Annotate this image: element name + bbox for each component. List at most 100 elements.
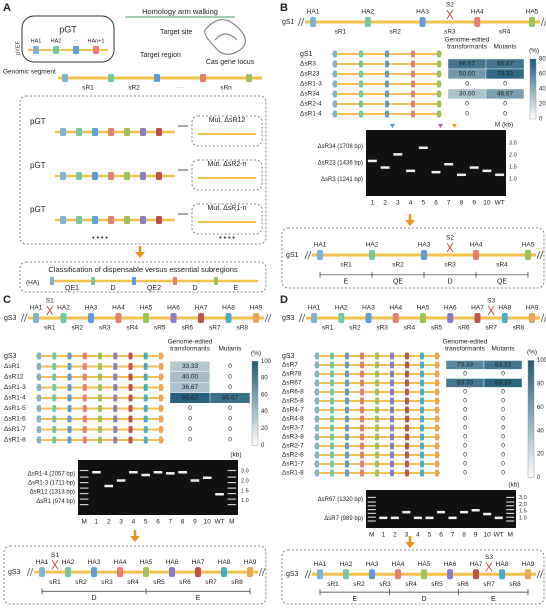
arm-box: [143, 384, 148, 391]
arm-box: [315, 352, 319, 360]
arm-box: [113, 405, 118, 412]
band: [141, 473, 150, 477]
arm-box: [360, 451, 364, 459]
arm-box: [333, 100, 337, 108]
arm-box: [317, 569, 323, 580]
arm-box: [315, 388, 319, 396]
arm-box: [315, 442, 319, 450]
site-label: S2: [446, 235, 454, 242]
lane-label: 7: [451, 532, 455, 539]
arm-box: [140, 216, 146, 224]
class-label: QE2: [147, 285, 161, 292]
arm-box: [140, 128, 146, 136]
arm-box: [82, 436, 87, 444]
arm-box: [385, 90, 389, 98]
ellipsis: • • • •: [219, 235, 235, 242]
band-label: ΔsR1-3 (1711 bp): [28, 480, 75, 486]
cell-value: 0: [228, 416, 232, 423]
band: [367, 159, 377, 163]
arm-box: [82, 405, 87, 412]
mutant-label: Mut. ΔsR2-n: [208, 161, 247, 168]
arm-box: [124, 216, 130, 224]
gel: [366, 490, 516, 528]
break-mark: [258, 567, 266, 577]
arm-box: [143, 567, 149, 578]
arm-box: [437, 110, 441, 118]
arm-box: [333, 60, 337, 68]
arm-box: [159, 352, 163, 360]
ladder-band: [367, 505, 376, 507]
break-mark: [536, 250, 544, 260]
arm-box: [411, 100, 415, 108]
arm-box: [170, 313, 177, 323]
lane-label: M: [229, 519, 234, 526]
region-label: sR8: [231, 579, 243, 586]
arm-box: [52, 394, 57, 402]
cell-value: 0: [228, 437, 232, 444]
row-label: ΔsR4-7: [282, 407, 304, 414]
arm-box: [195, 567, 201, 578]
arm-box: [108, 128, 114, 136]
promoter: pYEF: [15, 40, 21, 54]
cell-value: 0: [188, 405, 192, 412]
band: [418, 146, 428, 149]
arm-box: [128, 405, 133, 412]
arm-box: [198, 313, 204, 323]
lane-label: M: [81, 519, 86, 526]
arm-label: HA5: [526, 9, 539, 16]
arm-box: [437, 100, 441, 108]
dashed-box: [281, 549, 545, 605]
arm-box: [37, 405, 41, 412]
arm-box: [311, 313, 317, 323]
arm-label: HA4: [112, 305, 125, 312]
region-label: sR5: [153, 579, 165, 586]
row-label: ΔsR1-8: [282, 470, 304, 477]
arm-label: HA9: [522, 561, 535, 568]
arm-box: [359, 80, 363, 88]
lane-label: 4: [416, 532, 420, 539]
class-label: E: [196, 595, 201, 602]
ladder-band: [79, 476, 89, 478]
arm-box: [82, 373, 87, 381]
arm-label: HA9: [244, 559, 257, 566]
cell-value: 93.33: [495, 380, 512, 387]
ladder-band: [367, 509, 376, 511]
cell-value: 0: [501, 371, 505, 378]
cell-value: 0: [228, 405, 232, 412]
region-label: sR4: [499, 29, 511, 36]
cell-value: 46.67: [497, 91, 514, 98]
arm-label: HA2: [51, 38, 62, 44]
band: [116, 479, 126, 482]
cell-value: 0: [228, 363, 232, 370]
arm-box: [420, 313, 426, 323]
marker: [390, 124, 395, 128]
arm-box: [437, 80, 441, 88]
arm-box: [375, 352, 379, 360]
arm-box: [405, 424, 409, 432]
arm-box: [405, 388, 409, 396]
ladder-band: [227, 504, 237, 506]
arm-box: [128, 373, 133, 381]
arm-box: [420, 442, 424, 450]
cell-value: 0: [228, 374, 232, 381]
arm-label: HA8: [498, 305, 511, 312]
arm-label: HA1: [314, 242, 327, 249]
arm-box: [39, 567, 45, 578]
row-label: ΔsR1-7: [282, 461, 304, 468]
arm-box: [420, 469, 424, 477]
lane-label: 5: [144, 519, 148, 526]
ladder-band: [506, 505, 515, 507]
band-label: ΔsR67 (1320 bp): [318, 497, 363, 503]
region-label: sR6: [458, 325, 470, 332]
row-label: ΔsR7: [282, 362, 298, 369]
column-header: Genome-edited: [168, 339, 213, 346]
arm-box: [360, 397, 364, 405]
arm-box: [411, 90, 415, 98]
arm-box: [333, 90, 337, 98]
region-label: sR1: [335, 29, 347, 36]
arm-box: [390, 442, 394, 450]
arm-box: [405, 370, 409, 378]
region-label: sR7: [483, 581, 495, 588]
cell-value: 0: [228, 426, 232, 433]
cell-value: 0: [501, 443, 505, 450]
